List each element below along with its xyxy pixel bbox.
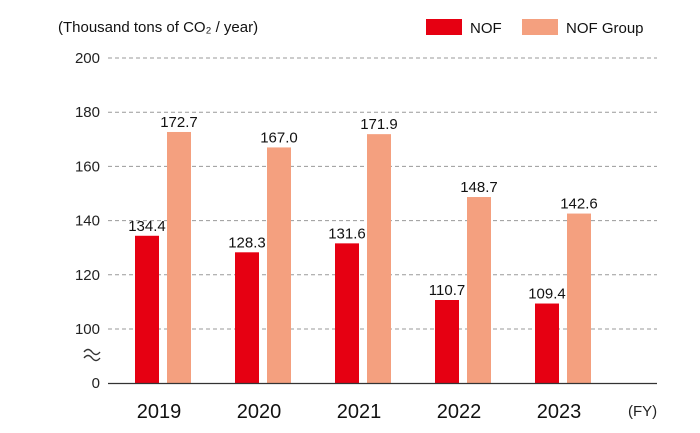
legend-label-nof-group: NOF Group [566, 20, 644, 37]
data-label: 148.7 [460, 179, 498, 196]
x-tick-label: 2023 [537, 401, 582, 423]
y-tick-label: 180 [75, 104, 100, 121]
bar-nof-group [367, 134, 391, 383]
x-unit-label: (FY) [628, 403, 657, 420]
y-tick-label: 140 [75, 213, 100, 230]
data-label: 128.3 [228, 234, 266, 251]
legend: NOF NOF Group [426, 19, 644, 37]
data-label: 134.4 [128, 218, 166, 235]
data-labels: 134.4 172.7 128.3 167.0 131.6 171.9 110.7 148.7… [128, 114, 598, 303]
bar-nof-group [467, 197, 491, 383]
bar-nof [235, 252, 259, 383]
y-tick-label: 200 [75, 50, 100, 67]
bar-nof-group [267, 147, 291, 383]
x-tick-label: 2020 [237, 401, 282, 423]
legend-swatch-nof-group [522, 19, 558, 35]
bars [135, 131, 591, 383]
y-tick-label: 100 [75, 321, 100, 338]
data-label: 131.6 [328, 225, 366, 242]
legend-swatch-nof [426, 19, 462, 35]
bar-nof-group [567, 213, 591, 383]
data-label: 172.7 [160, 114, 198, 131]
y-axis-ticks: 0 100 120 140 160 180 200 [75, 50, 100, 392]
bar-nof [335, 243, 359, 383]
data-label: 109.4 [528, 286, 566, 303]
data-label: 142.6 [560, 196, 598, 213]
legend-label-nof: NOF [470, 20, 502, 37]
x-axis-labels: 2019 2020 2021 2022 2023 [137, 401, 582, 423]
y-tick-label: 160 [75, 158, 100, 175]
unit-label: (Thousand tons of CO₂ / year) [58, 19, 258, 36]
x-tick-label: 2019 [137, 401, 182, 423]
data-label: 110.7 [429, 282, 465, 299]
data-label: 171.9 [360, 116, 398, 133]
x-tick-label: 2021 [337, 401, 382, 423]
data-label: 167.0 [260, 129, 298, 146]
y-tick-label: 0 [92, 375, 100, 392]
bar-nof-group [167, 131, 191, 383]
y-tick-label: 120 [75, 267, 100, 284]
axis-break-icon [83, 348, 101, 362]
x-tick-label: 2022 [437, 401, 482, 423]
bar-nof [535, 303, 559, 383]
bar-nof [435, 300, 459, 383]
bar-nof [135, 235, 159, 383]
